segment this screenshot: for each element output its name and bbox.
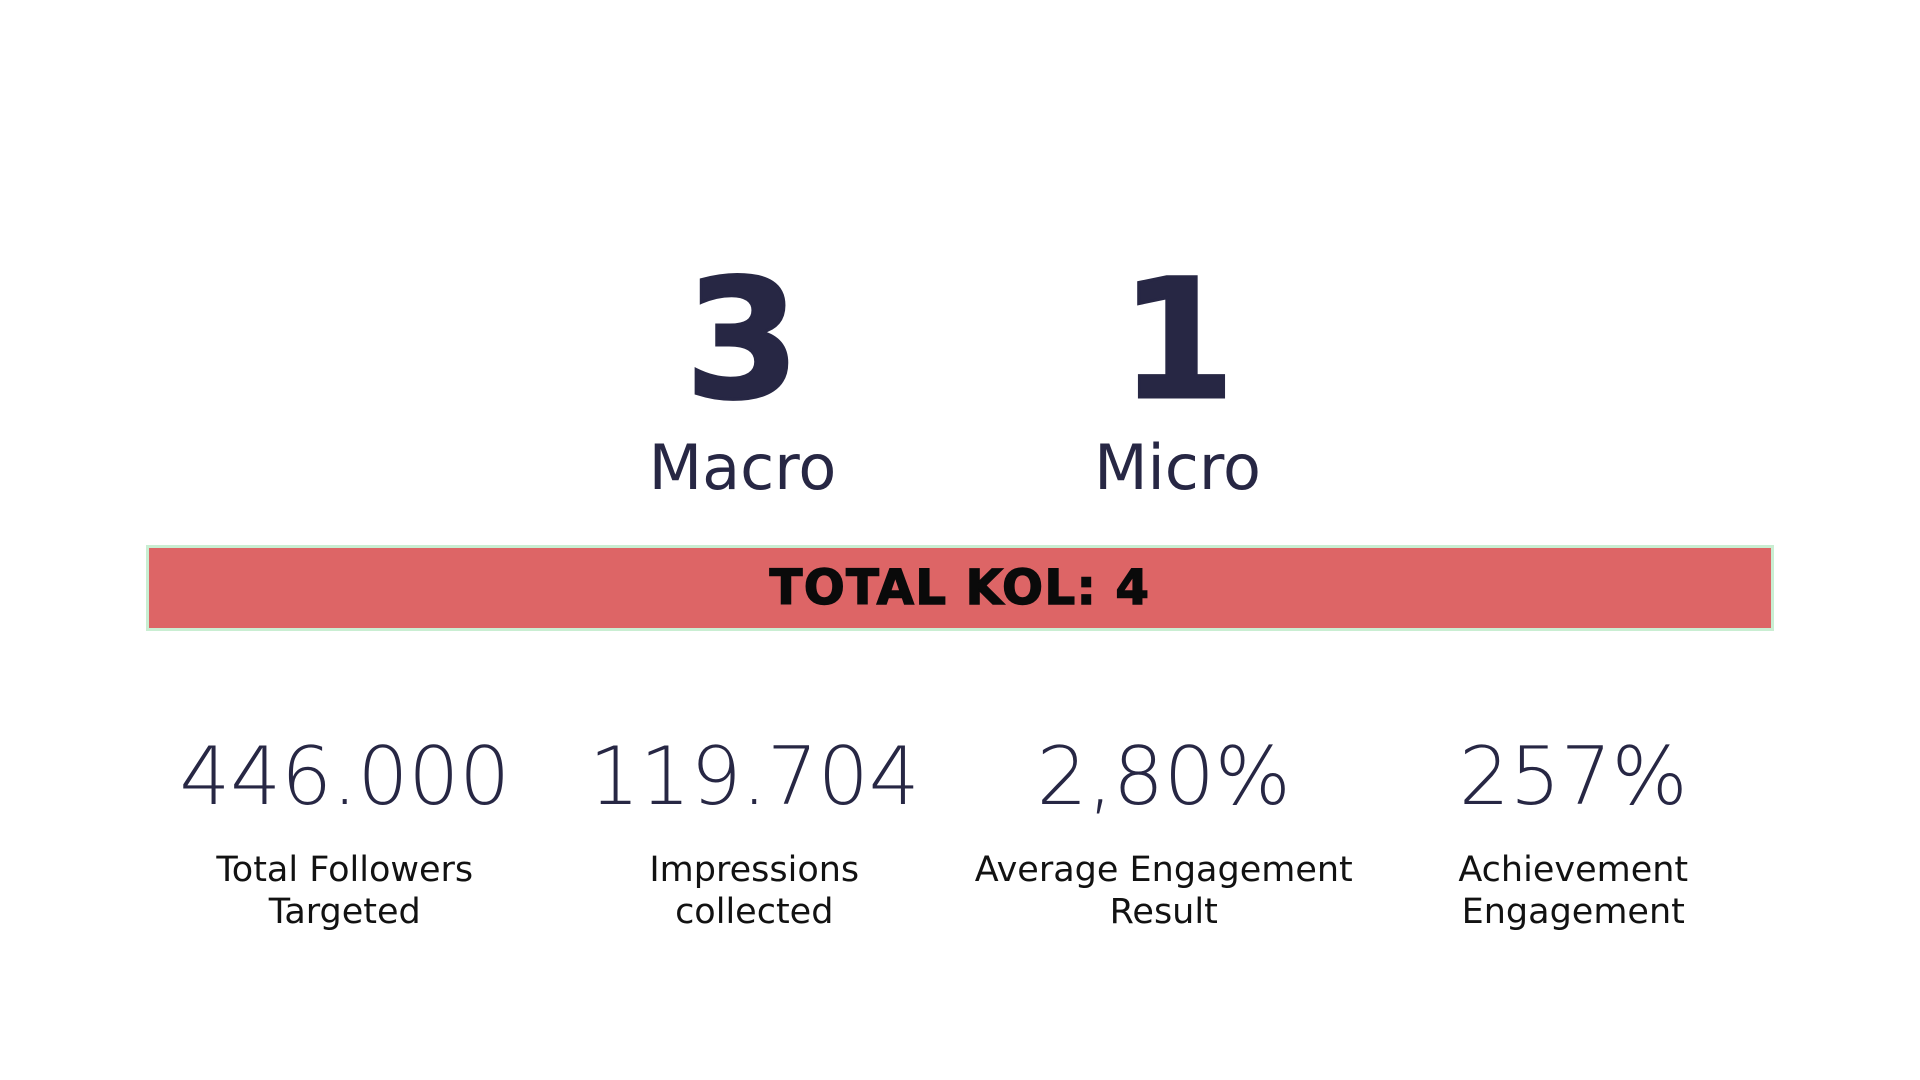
stat-card-avg-engagement: 2,80% Average Engagement Result	[959, 735, 1369, 933]
impressions-label: Impressions collected	[649, 850, 860, 932]
micro-count-value: 1	[1119, 244, 1237, 436]
stat-card-total-followers: 446.000 Total Followers Targeted	[140, 735, 550, 933]
micro-count-label: Micro	[1094, 431, 1261, 504]
achievement-value: 257%	[1458, 730, 1688, 823]
stat-card-impressions: 119.704 Impressions collected	[550, 735, 960, 933]
kol-count-section: 3 Macro 1 Micro	[0, 244, 1920, 504]
stats-row: 446.000 Total Followers Targeted 119.704…	[140, 735, 1778, 933]
macro-count-label: Macro	[648, 431, 837, 504]
total-followers-label: Total Followers Targeted	[216, 850, 474, 932]
total-followers-value: 446.000	[179, 730, 511, 823]
total-kol-banner-text: TOTAL KOL: 4	[769, 559, 1151, 617]
impressions-value: 119.704	[588, 730, 920, 823]
kol-item-micro: 1 Micro	[1073, 244, 1283, 504]
avg-engagement-label: Average Engagement Result	[974, 850, 1353, 932]
macro-count-value: 3	[684, 244, 802, 436]
achievement-label: Achievement Engagement	[1458, 850, 1689, 932]
total-kol-banner: TOTAL KOL: 4	[146, 545, 1774, 631]
stat-card-achievement: 257% Achievement Engagement	[1369, 735, 1779, 933]
kol-item-macro: 3 Macro	[638, 244, 848, 504]
avg-engagement-value: 2,80%	[1036, 730, 1291, 823]
